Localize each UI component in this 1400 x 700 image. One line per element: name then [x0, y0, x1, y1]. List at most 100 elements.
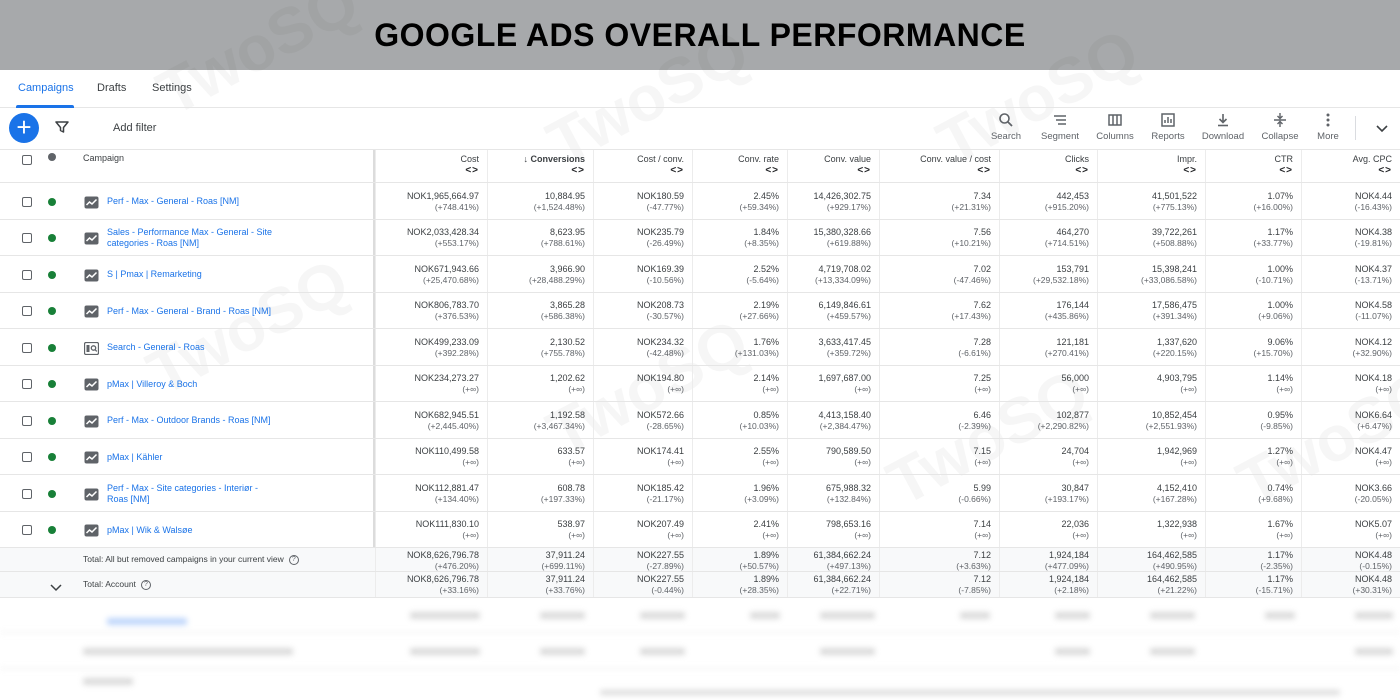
sort-toggle-icon[interactable]: <>	[571, 165, 585, 176]
campaign-name-link[interactable]: pMax | Wik & Walsøe	[107, 525, 193, 535]
sort-toggle-icon[interactable]: <>	[1378, 165, 1392, 176]
status-enabled-dot[interactable]	[48, 453, 56, 461]
campaign-name-link[interactable]: Perf - Max - General - Roas [NM]	[107, 196, 240, 206]
metric-cell: NOK4.47 (+∞)	[1301, 439, 1400, 474]
row-checkbox[interactable]	[22, 489, 32, 499]
add-filter-button[interactable]: Add filter	[113, 122, 157, 134]
metric-change: (-9.85%)	[1260, 421, 1293, 431]
sort-toggle-icon[interactable]: <>	[857, 165, 871, 176]
metric-cell: 1,924,184 (+477.09%)	[999, 548, 1097, 571]
add-campaign-button[interactable]: +	[9, 113, 39, 143]
chevron-down-icon[interactable]	[1375, 121, 1389, 135]
metric-value: 1.17%	[1267, 574, 1293, 584]
columns-tool-button[interactable]: Columns	[1085, 112, 1145, 142]
reports-tool-button[interactable]: Reports	[1138, 112, 1198, 142]
column-header[interactable]: Conv. value <>	[787, 150, 879, 182]
metric-cell: 1.17% (+33.77%)	[1205, 220, 1301, 255]
columns-icon	[1108, 114, 1122, 126]
status-enabled-dot[interactable]	[48, 307, 56, 315]
collapse-tool-button[interactable]: Collapse	[1250, 112, 1310, 142]
status-enabled-dot[interactable]	[48, 417, 56, 425]
metric-value: NOK4.48	[1354, 574, 1392, 584]
column-header[interactable]: Avg. CPC <>	[1301, 150, 1400, 182]
metric-change: (+748.41%)	[434, 202, 479, 212]
help-icon[interactable]: ?	[288, 554, 299, 565]
metric-cell: NOK235.79 (-26.49%)	[593, 220, 692, 255]
column-header[interactable]: Impr. <>	[1097, 150, 1205, 182]
metric-value: NOK227.55	[636, 550, 684, 560]
metric-value: 7.15	[973, 446, 991, 456]
reports-tool-label: Reports	[1151, 131, 1185, 142]
chevron-down-icon[interactable]	[50, 580, 62, 598]
status-enabled-dot[interactable]	[48, 198, 56, 206]
status-enabled-dot[interactable]	[48, 490, 56, 498]
column-header[interactable]: Conv. value / cost <>	[879, 150, 999, 182]
campaign-column-header[interactable]: Campaign	[83, 153, 125, 163]
metric-cell: 0.95% (-9.85%)	[1205, 402, 1301, 438]
sort-toggle-icon[interactable]: <>	[977, 165, 991, 176]
metric-change: (-27.89%)	[646, 561, 684, 571]
status-enabled-dot[interactable]	[48, 234, 56, 242]
campaign-name-link[interactable]: Perf - Max - Site categories - Interiør …	[107, 483, 259, 504]
metric-value: 1.96%	[753, 483, 779, 493]
campaign-name-link[interactable]: Search - General - Roas	[107, 342, 205, 352]
filter-icon[interactable]	[55, 120, 69, 134]
status-enabled-dot[interactable]	[48, 271, 56, 279]
download-tool-button[interactable]: Download	[1193, 112, 1253, 142]
metric-cell: 15,398,241 (+33,086.58%)	[1097, 256, 1205, 292]
sort-toggle-icon[interactable]: <>	[765, 165, 779, 176]
search-tool-button[interactable]: Search	[976, 112, 1036, 142]
tab-campaigns[interactable]: Campaigns	[18, 82, 74, 94]
tab-settings[interactable]: Settings	[152, 82, 192, 94]
column-header[interactable]: Conv. rate <>	[692, 150, 787, 182]
metric-change: (-16.43%)	[1354, 202, 1392, 212]
metric-cell: 7.02 (-47.46%)	[879, 256, 999, 292]
select-all-checkbox[interactable]	[22, 155, 32, 165]
campaign-name-link[interactable]: pMax | Kähler	[107, 452, 163, 462]
column-header-label: CTR	[1274, 154, 1294, 164]
column-header[interactable]: ↓ Conversions <>	[487, 150, 593, 182]
campaign-name-link[interactable]: Perf - Max - Outdoor Brands - Roas [NM]	[107, 415, 271, 425]
status-enabled-dot[interactable]	[48, 344, 56, 352]
column-header[interactable]: Cost / conv. <>	[593, 150, 692, 182]
row-checkbox[interactable]	[22, 270, 32, 280]
campaign-name-link[interactable]: S | Pmax | Remarketing	[107, 269, 202, 279]
sort-toggle-icon[interactable]: <>	[1279, 165, 1293, 176]
metric-change: (+197.33%)	[540, 494, 585, 504]
metric-cell: 4,903,795 (+∞)	[1097, 366, 1205, 401]
campaign-name-link[interactable]: Perf - Max - General - Brand - Roas [NM]	[107, 306, 272, 316]
row-checkbox[interactable]	[22, 525, 32, 535]
row-checkbox[interactable]	[22, 233, 32, 243]
metric-cell: 2.55% (+∞)	[692, 439, 787, 474]
row-checkbox[interactable]	[22, 416, 32, 426]
more-tool-button[interactable]: More	[1298, 112, 1358, 142]
campaign-name-link[interactable]: pMax | Villeroy & Boch	[107, 379, 198, 389]
segment-tool-button[interactable]: Segment	[1030, 112, 1090, 142]
campaign-name-link[interactable]: Sales - Performance Max - General - Site…	[107, 227, 273, 248]
status-enabled-dot[interactable]	[48, 526, 56, 534]
metric-change: (+8.35%)	[744, 238, 779, 248]
help-icon[interactable]: ?	[140, 579, 151, 590]
metric-value: NOK8,626,796.78	[406, 574, 479, 584]
metric-cell: 24,704 (+∞)	[999, 439, 1097, 474]
sort-toggle-icon[interactable]: <>	[1075, 165, 1089, 176]
sort-toggle-icon[interactable]: <>	[670, 165, 684, 176]
row-checkbox[interactable]	[22, 379, 32, 389]
tab-drafts[interactable]: Drafts	[97, 82, 127, 94]
metric-cell: NOK227.55 (-0.44%)	[593, 572, 692, 597]
column-header[interactable]: CTR <>	[1205, 150, 1301, 182]
column-header[interactable]: Clicks <>	[999, 150, 1097, 182]
row-checkbox[interactable]	[22, 197, 32, 207]
metric-value: NOK110,499.58	[415, 446, 479, 456]
metric-value: 675,988.32	[825, 483, 871, 493]
metric-change: (+∞)	[974, 384, 991, 394]
row-checkbox[interactable]	[22, 343, 32, 353]
column-header[interactable]: Cost <>	[375, 150, 487, 182]
row-checkbox[interactable]	[22, 306, 32, 316]
metric-change: (-28.65%)	[646, 421, 684, 431]
sort-toggle-icon[interactable]: <>	[1183, 165, 1197, 176]
status-enabled-dot[interactable]	[48, 380, 56, 388]
sort-toggle-icon[interactable]: <>	[465, 165, 479, 176]
metric-change: (+1,524.48%)	[533, 202, 585, 212]
row-checkbox[interactable]	[22, 452, 32, 462]
